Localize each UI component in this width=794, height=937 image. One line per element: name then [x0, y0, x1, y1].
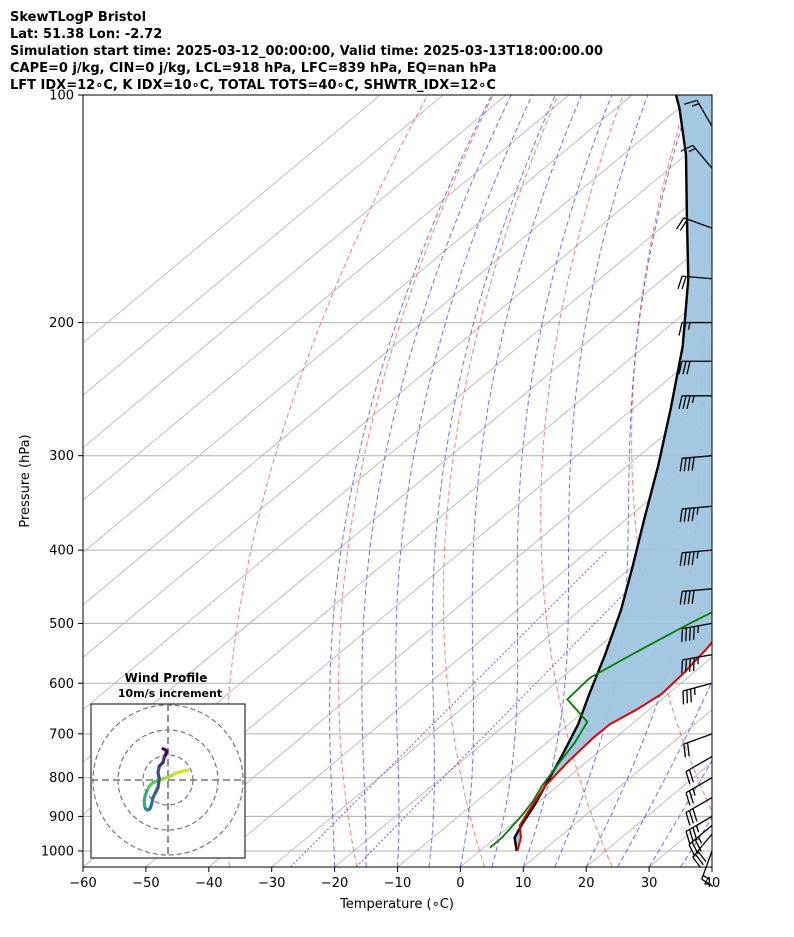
isotherm	[83, 95, 633, 554]
dry-adiabat	[442, 95, 559, 867]
x-tick-label: −20	[321, 876, 348, 891]
mixing-ratio-line	[355, 549, 668, 867]
wind-barb	[681, 622, 713, 642]
wind-barb	[675, 217, 713, 231]
dry-adiabat	[540, 95, 624, 867]
isotherm	[271, 499, 712, 867]
isotherm	[83, 185, 712, 711]
moist-adiabat	[395, 95, 533, 867]
cin-cape-shade	[514, 95, 712, 851]
isotherm	[83, 95, 570, 501]
wind-barb	[683, 733, 713, 758]
wind-barb	[678, 321, 712, 336]
cape-shading	[514, 95, 712, 851]
y-tick-label: 700	[49, 727, 74, 742]
wind-barbs	[675, 99, 714, 887]
moist-adiabat	[711, 866, 712, 867]
y-tick-label: 400	[49, 544, 74, 559]
y-tick-label: 500	[49, 617, 74, 632]
y-axis-label: Pressure (hPa)	[18, 434, 33, 527]
hodograph-subtitle: 10m/s increment	[118, 687, 222, 700]
dry-adiabat	[338, 95, 494, 867]
y-tick-label: 300	[49, 449, 74, 464]
dewpoint-line	[489, 611, 712, 849]
wind-barb	[692, 833, 713, 869]
wind-barb	[678, 395, 712, 409]
x-tick-label: 40	[704, 876, 721, 891]
y-tick-label: 1000	[41, 844, 74, 859]
isotherm	[145, 394, 712, 867]
x-tick-label: 0	[456, 876, 464, 891]
wind-barb	[685, 755, 713, 785]
x-tick-label: 10	[515, 876, 532, 891]
profile-lines	[489, 95, 712, 852]
dry-adiabat	[224, 95, 429, 867]
x-tick-label: −60	[69, 876, 96, 891]
wind-barb	[685, 777, 713, 806]
wind-barb	[679, 455, 713, 472]
wind-barb	[688, 824, 713, 857]
dry-adiabat	[717, 95, 794, 867]
x-tick-label: −50	[132, 876, 159, 891]
location-line: Lat: 51.38 Lon: -2.72	[10, 27, 163, 42]
isotherm	[460, 656, 712, 867]
wind-barb	[685, 797, 713, 826]
temperature-line	[516, 640, 712, 852]
time-line: Simulation start time: 2025-03-12_00:00:…	[10, 44, 603, 59]
isotherm	[83, 95, 507, 449]
moist-adiabat	[491, 95, 613, 867]
wind-barb	[680, 144, 713, 169]
hodograph-inset: Wind Profile 10m/s increment	[90, 671, 246, 859]
x-tick-label: −40	[195, 876, 222, 891]
x-axis-label: Temperature (∘C)	[339, 897, 454, 912]
mixing-ratio-line	[290, 549, 609, 867]
wind-barb	[679, 505, 713, 523]
isotherm	[83, 132, 712, 658]
wind-barb	[685, 815, 713, 845]
isotherm	[83, 95, 696, 606]
chart-title: SkewTLogP Bristol	[10, 10, 147, 25]
moist-adiabat	[522, 95, 649, 867]
isotherm	[334, 551, 712, 867]
x-tick-label: −30	[258, 876, 285, 891]
wind-barb	[677, 275, 713, 290]
isotherm	[83, 95, 444, 396]
y-tick-label: 600	[49, 677, 74, 692]
wind-barb	[678, 360, 712, 375]
moist-adiabat	[361, 95, 512, 867]
y-tick-label: 900	[49, 810, 74, 825]
parcel-profile-line	[513, 95, 690, 852]
indices-line-1: CAPE=0 j/kg, CIN=0 j/kg, LCL=918 hPa, LF…	[10, 61, 497, 76]
y-tick-label: 200	[49, 316, 74, 331]
y-tick-label: 100	[49, 89, 74, 104]
isotherm	[711, 866, 712, 867]
moist-adiabat	[329, 95, 493, 867]
y-tick-label: 800	[49, 771, 74, 786]
axes: Temperature (∘C) Pressure (hPa) −60 −50 −4…	[18, 89, 720, 913]
wind-barb	[679, 588, 713, 605]
wind-barb	[682, 682, 713, 705]
x-tick-label: −10	[384, 876, 411, 891]
hodograph-title: Wind Profile	[125, 671, 208, 685]
x-tick-label: 20	[578, 876, 595, 891]
moist-adiabat	[554, 95, 692, 867]
hodograph-segment	[161, 747, 168, 752]
indices-line-2: LFT IDX=12∘C, K IDX=10∘C, TOTAL TOTS=40∘…	[10, 78, 496, 93]
x-tick-label: 30	[641, 876, 658, 891]
wind-barb	[679, 549, 713, 567]
isotherm	[83, 95, 381, 344]
chart-header: SkewTLogP Bristol Lat: 51.38 Lon: -2.72 …	[10, 9, 603, 94]
wind-barb	[684, 99, 713, 127]
isotherm	[397, 604, 712, 867]
isotherm	[523, 709, 712, 867]
wind-barb	[681, 654, 713, 674]
wind-barb	[701, 850, 714, 887]
